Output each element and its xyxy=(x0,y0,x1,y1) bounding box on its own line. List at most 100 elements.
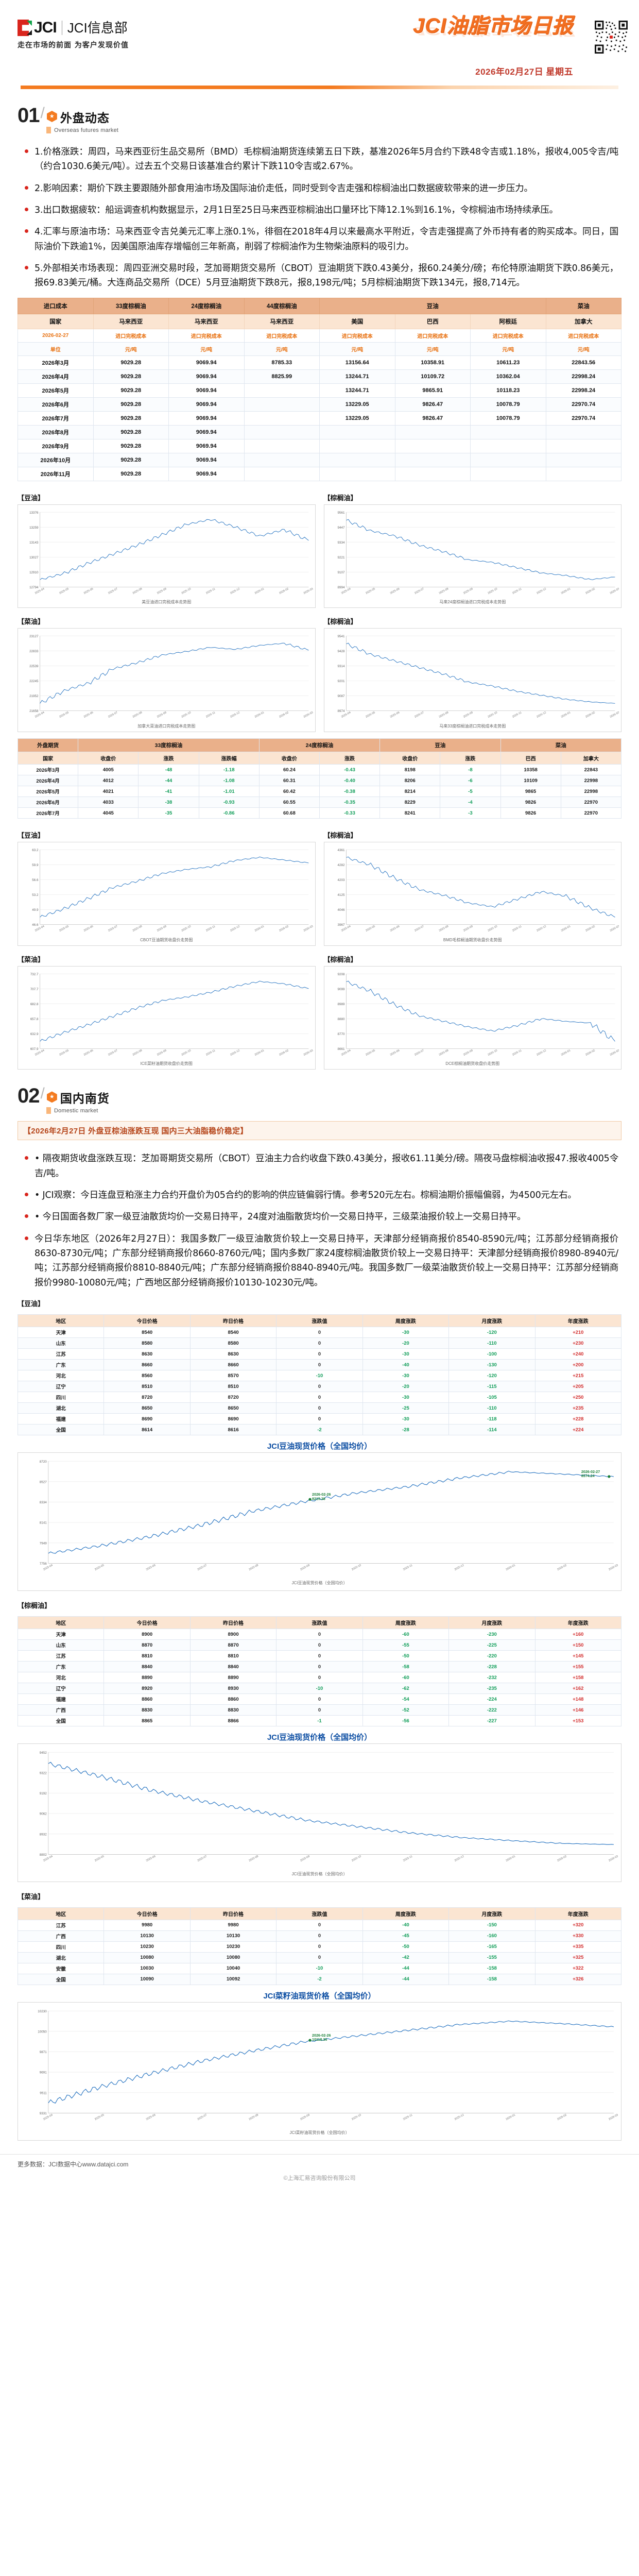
table-country-header: 马来西亚 xyxy=(93,313,169,329)
table-cell: -5 xyxy=(440,786,501,798)
table-cell: 9069.94 xyxy=(168,438,245,453)
table-sub-header: 涨跌 xyxy=(440,752,501,765)
table-row: 江苏 8810 8810 0 -50 -220 +145 xyxy=(17,1650,622,1662)
table-cell: 2026年8月 xyxy=(18,425,94,439)
svg-text:13259: 13259 xyxy=(29,526,39,530)
chart-ice-canola: 732.7 707.7 682.8 657.8 632.9 607.9 2025-04 202… xyxy=(18,965,316,1070)
svg-text:4361: 4361 xyxy=(337,849,344,852)
table-cell: -60 xyxy=(362,1629,450,1640)
table-sub-header: 收盘价 xyxy=(379,752,441,765)
table-cell: -235 xyxy=(448,1683,536,1694)
table-cell: 8540 xyxy=(103,1327,191,1338)
table-cell: 9980 xyxy=(103,1919,191,1931)
table-header-cell: 昨日价格 xyxy=(189,1314,277,1328)
table-cell xyxy=(394,425,471,439)
table-cell: 22970 xyxy=(560,796,622,808)
table-cell: 9069.94 xyxy=(168,369,245,384)
svg-text:8974: 8974 xyxy=(337,709,344,713)
block-label: 【豆油】 xyxy=(18,1300,45,1308)
table-cell xyxy=(470,452,546,467)
table-cell: 进口完税成本 xyxy=(168,328,245,343)
chart-caption: JCI豆油现货价格（全国均价） xyxy=(291,1581,348,1586)
svg-text:9331: 9331 xyxy=(40,2112,47,2115)
table-row: 2026年11月 9029.28 9069.94 xyxy=(18,466,621,481)
svg-text:8574.24: 8574.24 xyxy=(581,1474,595,1478)
table-sub-header: 涨跌 xyxy=(138,752,199,765)
table-header-cell: 月度涨跌 xyxy=(448,1907,536,1920)
chart-cell: 【棕榈油】 4361 4282 4203 4125 4046 3967 2025-04 202… xyxy=(323,822,621,946)
table-header-cell: 周度涨跌 xyxy=(362,1616,450,1630)
svg-text:2026-02-26: 2026-02-26 xyxy=(312,1493,331,1497)
table-cell: +235 xyxy=(534,1402,622,1414)
chart-label: 【菜油】 xyxy=(18,955,45,963)
table-cell: 8206 xyxy=(379,775,441,787)
table-cell: -3 xyxy=(440,807,501,819)
table-row: 2026年3月 4005 -48 -1.18 60.24 -0.43 8198 -8 10358… xyxy=(17,764,622,776)
table-cell: -158 xyxy=(448,1962,536,1974)
table-cell: +210 xyxy=(534,1327,622,1338)
table-cell xyxy=(244,452,320,467)
table-cell: 8241 xyxy=(379,807,441,819)
svg-text:4125: 4125 xyxy=(337,893,344,897)
table-header-cell: 年度涨跌 xyxy=(534,1907,622,1920)
svg-text:2026-02-26: 2026-02-26 xyxy=(312,2033,331,2038)
table-row: 2026年3月 9029.28 9069.94 8785.33 13156.64 1035… xyxy=(18,355,621,370)
table-row: 天津 8900 8900 0 -60 -230 +160 xyxy=(17,1629,622,1640)
table-cell: -0.93 xyxy=(198,796,260,808)
table-cell: 8630 xyxy=(103,1348,191,1360)
table-cell xyxy=(394,438,471,453)
svg-text:9428: 9428 xyxy=(337,650,344,653)
section1-subtitle-row: Overseas futures market xyxy=(46,127,621,133)
table-cell: +153 xyxy=(534,1715,622,1727)
svg-text:10118.36: 10118.36 xyxy=(312,2038,327,2042)
table-header-cell: 涨跌值 xyxy=(276,1616,363,1630)
table-row: 安徽 10030 10040 -10 -44 -158 +322 xyxy=(17,1962,622,1974)
svg-text:59.9: 59.9 xyxy=(32,863,39,867)
table-cell: 13229.05 xyxy=(319,411,395,426)
table-cell xyxy=(545,425,621,439)
table-cell: 天津 xyxy=(17,1327,105,1338)
table-cell: -0.33 xyxy=(319,807,381,819)
table-cell: -6 xyxy=(440,775,501,787)
table-cell: -10 xyxy=(276,1962,363,1974)
table-cell: 元/吨 xyxy=(168,342,245,356)
table-cell: -1.08 xyxy=(198,775,260,787)
table-cell: 10040 xyxy=(189,1962,277,1974)
table-cell: 10080 xyxy=(103,1952,191,1963)
table-cell: -44 xyxy=(362,1973,450,1985)
svg-text:9334: 9334 xyxy=(337,541,344,545)
table-cell: 8214 xyxy=(379,786,441,798)
svg-text:12910: 12910 xyxy=(29,571,39,574)
table-cell: -1.18 xyxy=(198,764,260,776)
table-cell: 进口完税成本 xyxy=(319,328,395,343)
table-cell: +146 xyxy=(534,1704,622,1716)
table-cell xyxy=(319,452,395,467)
table-cell: -115 xyxy=(448,1381,536,1393)
chart-caption: ICE菜籽油期货收盘价走势图 xyxy=(140,1061,193,1066)
table-cell: 0 xyxy=(276,1639,363,1651)
domestic-block: 【棕榈油】 地区 今日价格 昨日价格 涨跌值 周度涨跌 月度涨跌 年度涨跌 天津 8900 89… xyxy=(17,1600,622,1882)
section1-number: 01 xyxy=(18,104,40,127)
svg-text:9871: 9871 xyxy=(40,2050,47,2054)
table-cell: 13229.05 xyxy=(319,397,395,412)
table-cell: +205 xyxy=(534,1381,622,1393)
table-cell: -44 xyxy=(138,775,199,787)
table-cell xyxy=(319,466,395,481)
table-country-header: 巴西 xyxy=(394,313,471,329)
table-cell: 9029.28 xyxy=(93,466,169,481)
chart-grid-3: 【豆油】 63.2 59.9 56.6 53.2 49.9 46.6 2025-04 2025… xyxy=(18,822,621,946)
table-cell: -228 xyxy=(448,1661,536,1673)
table-header-cell: 今日价格 xyxy=(103,1314,191,1328)
svg-text:9314: 9314 xyxy=(337,665,344,668)
big-chart-rapeoil-spot: 10230 10050 9871 9691 9511 9331 2025-04 2025-05… xyxy=(18,2002,621,2141)
table-cell: 4005 xyxy=(78,764,139,776)
table-cell: 山东 xyxy=(17,1337,105,1349)
table-cell: -110 xyxy=(448,1402,536,1414)
table-cell: +160 xyxy=(534,1629,622,1640)
table-cell: 8660 xyxy=(103,1359,191,1371)
table-cell: -120 xyxy=(448,1327,536,1338)
table-row: 全国 10090 10092 -2 -44 -158 +326 xyxy=(17,1973,622,1985)
list-item: 3.出口数据疲软：船运调查机构数据显示，2月1日至25日马来西亚棕榈油出口量环比… xyxy=(23,203,618,217)
chart-cell: 【棕榈油】 9561 9447 9334 9221 9107 8994 2025-04 202… xyxy=(323,484,621,608)
